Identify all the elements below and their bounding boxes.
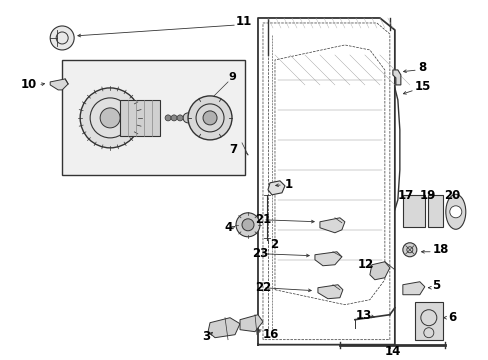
Polygon shape	[369, 262, 389, 280]
Text: 23: 23	[251, 247, 268, 260]
Text: 3: 3	[202, 330, 210, 343]
Text: 21: 21	[254, 213, 271, 226]
Circle shape	[80, 88, 140, 148]
Text: 19: 19	[419, 189, 435, 202]
Text: 1: 1	[285, 178, 292, 191]
Text: 20: 20	[443, 189, 459, 202]
Text: 14: 14	[384, 345, 401, 358]
Text: 16: 16	[263, 328, 279, 341]
Text: 9: 9	[227, 72, 235, 82]
Text: 12: 12	[357, 258, 373, 271]
Text: 2: 2	[269, 238, 278, 251]
Polygon shape	[317, 285, 342, 299]
Circle shape	[165, 115, 171, 121]
Text: 6: 6	[447, 311, 455, 324]
Circle shape	[402, 243, 416, 257]
Text: 4: 4	[224, 221, 232, 234]
Text: 8: 8	[417, 62, 425, 75]
Text: 5: 5	[431, 279, 439, 292]
Circle shape	[171, 115, 177, 121]
Polygon shape	[240, 315, 263, 332]
Circle shape	[203, 111, 217, 125]
Circle shape	[183, 113, 193, 123]
Bar	[62, 60, 244, 175]
Polygon shape	[314, 252, 341, 266]
Polygon shape	[402, 282, 424, 295]
Polygon shape	[207, 318, 240, 338]
Circle shape	[449, 206, 461, 218]
Circle shape	[100, 108, 120, 128]
Polygon shape	[50, 79, 68, 90]
Polygon shape	[319, 218, 344, 233]
Circle shape	[236, 213, 260, 237]
Text: 7: 7	[228, 143, 237, 156]
Text: 17: 17	[397, 189, 413, 202]
Bar	[414, 302, 442, 340]
Polygon shape	[392, 70, 400, 85]
Circle shape	[242, 219, 253, 231]
Text: 11: 11	[236, 15, 252, 28]
Text: 18: 18	[432, 243, 448, 256]
Text: 13: 13	[355, 309, 371, 322]
Polygon shape	[267, 181, 285, 195]
Text: 22: 22	[254, 281, 271, 294]
Ellipse shape	[445, 194, 465, 229]
Circle shape	[177, 115, 183, 121]
Circle shape	[188, 96, 231, 140]
Circle shape	[50, 26, 74, 50]
Bar	[120, 100, 160, 136]
Bar	[427, 195, 442, 227]
Text: 10: 10	[20, 78, 37, 91]
Bar	[402, 195, 424, 227]
Text: 15: 15	[414, 80, 430, 93]
